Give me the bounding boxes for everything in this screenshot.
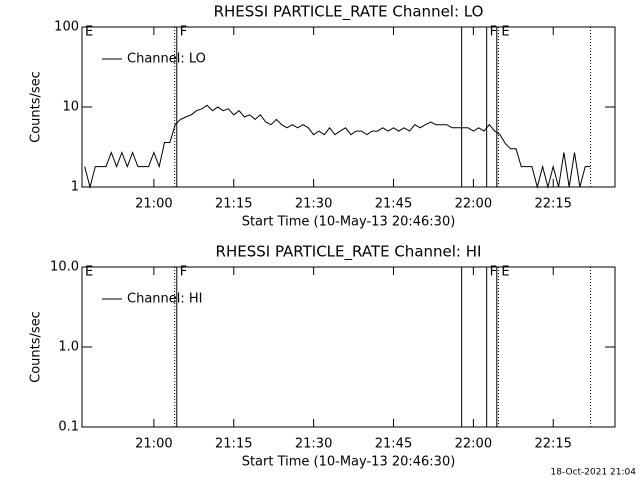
y-axis-label: Counts/sec — [29, 311, 44, 383]
x-tick-label: 21:30 — [295, 437, 332, 452]
timestamp: 18-Oct-2021 21:04 — [551, 468, 637, 478]
y-tick-label: 1.0 — [58, 340, 79, 355]
y-tick-label: 0.1 — [58, 420, 79, 435]
x-tick-label: 21:45 — [375, 437, 412, 452]
x-tick-label: 21:15 — [215, 197, 252, 212]
x-axis-label: Start Time (10-May-13 20:46:30) — [242, 455, 456, 470]
flag-label: F — [490, 265, 497, 280]
x-tick-label: 21:45 — [375, 197, 412, 212]
chart-title: RHESSI PARTICLE_RATE Channel: LO — [214, 3, 484, 22]
y-tick-label: 10.0 — [50, 260, 79, 275]
flag-label: F — [180, 25, 187, 40]
flag-label: E — [85, 25, 93, 40]
y-tick-label: 10 — [62, 100, 79, 115]
chart-title: RHESSI PARTICLE_RATE Channel: HI — [216, 243, 482, 262]
flag-label: E — [85, 265, 93, 280]
x-tick-label: 22:00 — [455, 197, 492, 212]
flag-label: E — [501, 25, 509, 40]
data-line — [84, 104, 591, 189]
x-tick-label: 21:00 — [135, 437, 172, 452]
flag-label: F — [180, 265, 187, 280]
legend-label: Channel: HI — [127, 292, 203, 307]
x-tick-label: 22:00 — [455, 437, 492, 452]
x-tick-label: 22:15 — [534, 437, 571, 452]
x-tick-label: 21:30 — [295, 197, 332, 212]
x-axis-label: Start Time (10-May-13 20:46:30) — [242, 215, 456, 230]
x-tick-label: 21:15 — [215, 437, 252, 452]
y-axis-label: Counts/sec — [29, 71, 44, 143]
y-tick-label: 100 — [54, 20, 79, 35]
flag-label: F — [490, 25, 497, 40]
flag-label: E — [501, 265, 509, 280]
x-tick-label: 22:15 — [534, 197, 571, 212]
y-tick-label: 1 — [71, 180, 79, 195]
x-tick-label: 21:00 — [135, 197, 172, 212]
legend-label: Channel: LO — [127, 52, 206, 67]
